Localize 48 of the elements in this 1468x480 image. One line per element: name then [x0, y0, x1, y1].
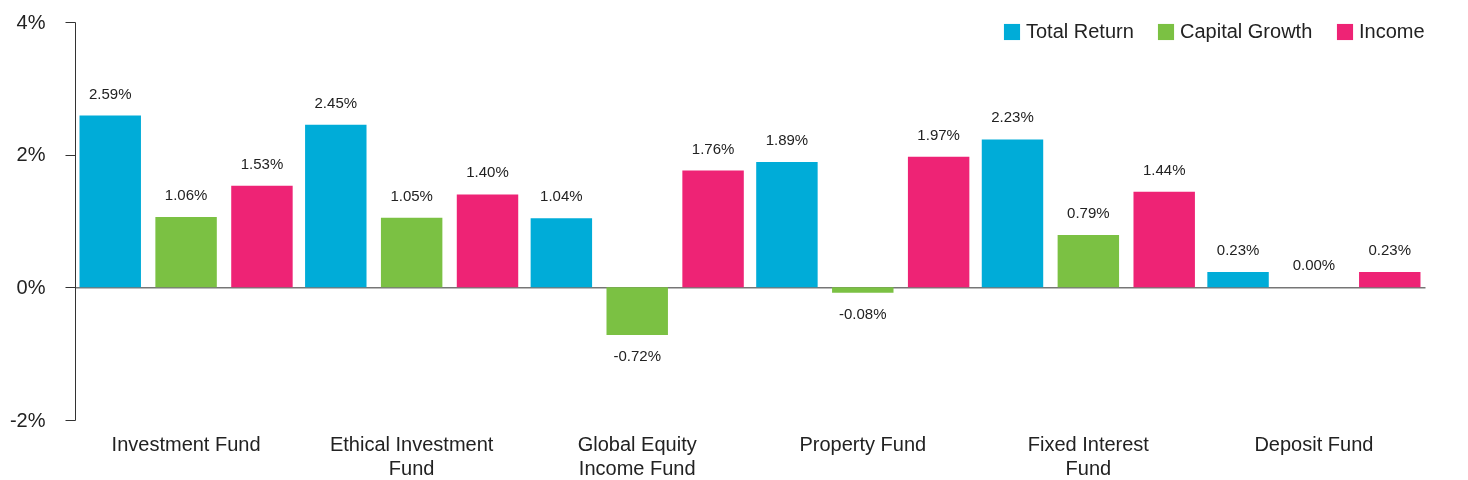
data-label: 2.59% [88, 84, 132, 102]
bar [456, 194, 519, 288]
bar [1359, 272, 1421, 288]
bar [1207, 272, 1269, 288]
x-tick-label: Fixed Interest Fund [1027, 432, 1150, 479]
data-label: 2.45% [314, 93, 358, 111]
bar [606, 287, 668, 336]
data-label: 1.53% [240, 154, 284, 172]
y-tick-label: 0% [16, 275, 46, 298]
data-label: -0.08% [839, 304, 887, 322]
legend-label: Capital Growth [1180, 20, 1313, 42]
bar [907, 156, 970, 288]
x-tick-label: Ethical Investment Fund [329, 432, 494, 479]
data-label: 1.40% [466, 163, 509, 181]
bar [756, 161, 818, 288]
data-label: 1.76% [691, 139, 735, 157]
bar [231, 185, 293, 288]
bar [380, 217, 443, 288]
bar [305, 124, 367, 288]
bar [79, 115, 141, 288]
data-label: -0.72% [613, 347, 661, 365]
data-label: 0.00% [1292, 256, 1336, 274]
data-label: 0.23% [1368, 241, 1412, 259]
x-tick-label: Property Fund [799, 432, 927, 455]
legend-label: Income [1359, 20, 1425, 42]
y-tick-label: 4% [16, 10, 46, 33]
data-label: 1.97% [917, 125, 960, 143]
legend-label: Total Return [1026, 20, 1134, 42]
bar [1057, 234, 1120, 288]
y-tick-label: 2% [16, 143, 46, 166]
data-label: 0.23% [1216, 241, 1260, 259]
x-tick-label: Global Equity Income Fund [577, 432, 697, 479]
bar [155, 217, 217, 288]
data-label: 1.89% [765, 130, 809, 148]
data-label: 1.04% [540, 187, 583, 205]
bar [1133, 191, 1195, 288]
data-label: 1.06% [164, 186, 208, 204]
bar [981, 139, 1044, 288]
x-tick-label: Deposit Fund [1254, 432, 1374, 455]
data-label: 2.23% [991, 108, 1034, 126]
data-label: 0.79% [1067, 203, 1110, 221]
data-label: 1.44% [1142, 160, 1186, 178]
bar [832, 287, 894, 293]
data-label: 1.05% [390, 186, 433, 204]
bar [682, 170, 744, 288]
y-tick-label: -2% [9, 408, 46, 431]
bar [530, 218, 593, 288]
x-tick-label: Investment Fund [111, 432, 261, 455]
